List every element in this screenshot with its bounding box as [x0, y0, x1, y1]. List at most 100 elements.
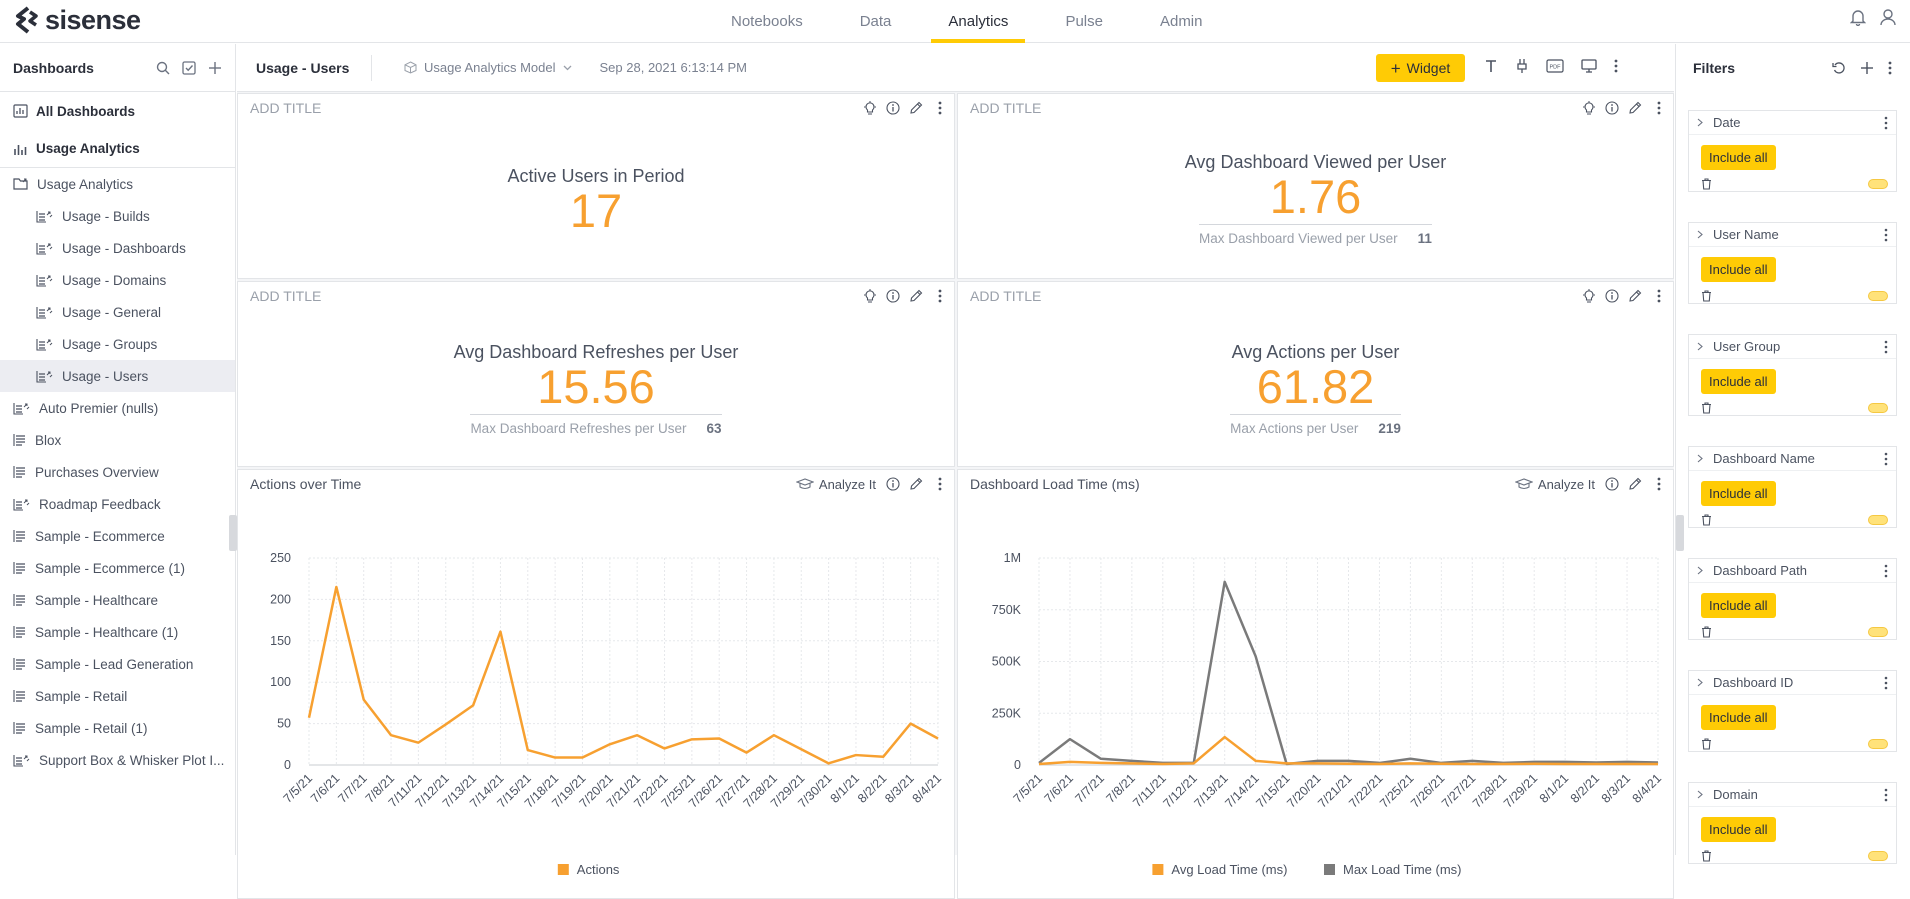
include-all-button[interactable]: Include all: [1701, 593, 1776, 618]
data-point[interactable]: [579, 755, 585, 761]
data-point[interactable]: [908, 721, 914, 727]
data-point[interactable]: [935, 736, 941, 742]
data-point[interactable]: [798, 746, 804, 752]
edit-icon[interactable]: [1628, 101, 1642, 115]
series-line[interactable]: [307, 585, 939, 765]
nav-tab-pulse[interactable]: Pulse: [1065, 13, 1103, 30]
include-all-button[interactable]: Include all: [1701, 257, 1776, 282]
trash-icon[interactable]: [1701, 849, 1712, 867]
include-all-button[interactable]: Include all: [1701, 705, 1776, 730]
bell-icon[interactable]: [1850, 8, 1866, 26]
trash-icon[interactable]: [1701, 177, 1712, 195]
nav-tab-data[interactable]: Data: [859, 13, 892, 30]
info-icon[interactable]: [1605, 289, 1619, 303]
info-icon[interactable]: [886, 477, 900, 491]
chevron-right-icon[interactable]: [1697, 230, 1703, 239]
sidebar-item[interactable]: Sample - Ecommerce (1): [0, 552, 235, 584]
edit-icon[interactable]: [909, 289, 923, 303]
sidebar-item[interactable]: Roadmap Feedback: [0, 488, 235, 520]
widget-title[interactable]: Actions over Time: [250, 476, 362, 492]
kpi-widget-avg-actions[interactable]: ADD TITLE Avg Actions per User 61.82 Max…: [957, 281, 1674, 467]
data-point[interactable]: [1346, 761, 1352, 767]
data-point[interactable]: [470, 702, 476, 708]
sidebar-item[interactable]: Auto Premier (nulls): [0, 392, 235, 424]
data-point[interactable]: [333, 584, 339, 590]
data-point[interactable]: [1655, 761, 1661, 767]
widget-title[interactable]: ADD TITLE: [970, 100, 1042, 116]
sidebar-item[interactable]: Usage - Builds: [0, 200, 235, 232]
edit-icon[interactable]: [909, 477, 923, 491]
chevron-right-icon[interactable]: [1697, 454, 1703, 463]
checklist-icon[interactable]: [182, 60, 196, 75]
data-point[interactable]: [607, 741, 613, 747]
data-point[interactable]: [388, 732, 394, 738]
sidebar-item[interactable]: Purchases Overview: [0, 456, 235, 488]
data-point[interactable]: [716, 736, 722, 742]
data-point[interactable]: [1129, 760, 1135, 766]
data-point[interactable]: [1284, 760, 1290, 766]
data-point[interactable]: [552, 755, 558, 761]
widget-menu-icon[interactable]: [1657, 477, 1661, 491]
kpi-widget-active-users[interactable]: ADD TITLE Active Users in Period 17: [237, 93, 955, 279]
datamodel-selector[interactable]: Usage Analytics Model: [404, 60, 572, 75]
data-point[interactable]: [1531, 761, 1537, 767]
filter-toggle[interactable]: [1868, 739, 1888, 749]
data-point[interactable]: [1160, 761, 1166, 767]
data-point[interactable]: [306, 715, 312, 721]
chevron-right-icon[interactable]: [1697, 342, 1703, 351]
data-point[interactable]: [1222, 579, 1228, 585]
data-point[interactable]: [1500, 761, 1506, 767]
data-point[interactable]: [853, 752, 859, 758]
filters-collapse-handle[interactable]: [1676, 515, 1684, 551]
widget-title[interactable]: Dashboard Load Time (ms): [970, 476, 1140, 492]
filter-menu-icon[interactable]: [1884, 788, 1888, 802]
analyze-it-button[interactable]: Analyze It: [795, 477, 876, 492]
data-point[interactable]: [1376, 761, 1382, 767]
trash-icon[interactable]: [1701, 737, 1712, 755]
lightbulb-icon[interactable]: [1582, 288, 1596, 304]
widget-title[interactable]: ADD TITLE: [250, 100, 322, 116]
sidebar-item[interactable]: Usage Analytics: [0, 168, 235, 200]
chart-widget-dashboard-load-time[interactable]: Dashboard Load Time (ms) Analyze It 0 250…: [957, 469, 1674, 899]
trash-icon[interactable]: [1701, 401, 1712, 419]
chart-widget-actions-over-time[interactable]: Actions over Time Analyze It 0 50 100 150 20…: [237, 469, 955, 899]
legend-label[interactable]: Actions: [577, 862, 620, 877]
filter-toggle[interactable]: [1868, 627, 1888, 637]
data-point[interactable]: [1593, 761, 1599, 767]
include-all-button[interactable]: Include all: [1701, 145, 1776, 170]
sidebar-item[interactable]: Sample - Ecommerce: [0, 520, 235, 552]
filter-menu-icon[interactable]: [1884, 340, 1888, 354]
legend-swatch[interactable]: [1152, 864, 1164, 875]
edit-icon[interactable]: [1628, 289, 1642, 303]
series-line[interactable]: [1038, 580, 1659, 766]
data-point[interactable]: [415, 740, 421, 746]
data-point[interactable]: [1067, 759, 1073, 765]
lightbulb-icon[interactable]: [863, 288, 877, 304]
data-point[interactable]: [1562, 761, 1568, 767]
nav-tab-notebooks[interactable]: Notebooks: [731, 13, 803, 30]
trash-icon[interactable]: [1701, 289, 1712, 307]
filter-card[interactable]: Date Include all: [1688, 110, 1897, 192]
sidebar-item[interactable]: Usage Analytics: [0, 130, 235, 168]
analyze-it-button[interactable]: Analyze It: [1514, 477, 1595, 492]
data-point[interactable]: [1253, 653, 1259, 659]
lightbulb-icon[interactable]: [1582, 100, 1596, 116]
filter-menu-icon[interactable]: [1884, 564, 1888, 578]
data-point[interactable]: [1067, 736, 1073, 742]
add-filter-icon[interactable]: [1860, 61, 1874, 75]
filters-more-icon[interactable]: [1888, 61, 1892, 75]
sisense-logo[interactable]: sisense: [14, 5, 141, 35]
widget-menu-icon[interactable]: [938, 101, 942, 115]
data-point[interactable]: [1438, 761, 1444, 767]
filter-menu-icon[interactable]: [1884, 676, 1888, 690]
kpi-widget-avg-dashboard-viewed[interactable]: ADD TITLE Avg Dashboard Viewed per User …: [957, 93, 1674, 279]
widget-title[interactable]: ADD TITLE: [250, 288, 322, 304]
sidebar-item[interactable]: Usage - General: [0, 296, 235, 328]
chevron-right-icon[interactable]: [1697, 118, 1703, 127]
data-point[interactable]: [689, 736, 695, 742]
filter-menu-icon[interactable]: [1884, 228, 1888, 242]
filter-toggle[interactable]: [1868, 291, 1888, 301]
sidebar-item[interactable]: Blox: [0, 424, 235, 456]
edit-icon[interactable]: [909, 101, 923, 115]
add-dashboard-icon[interactable]: [208, 61, 222, 75]
